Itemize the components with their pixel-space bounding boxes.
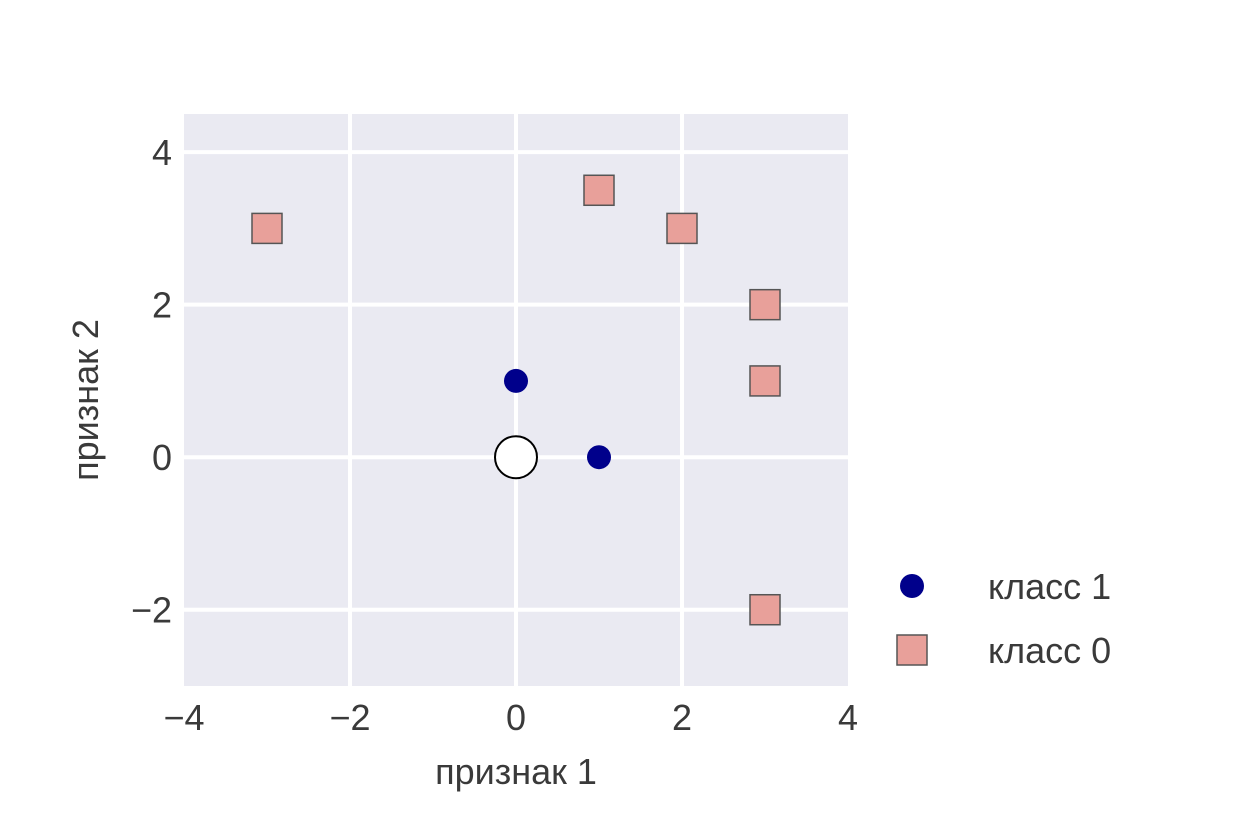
class0-point xyxy=(749,365,781,397)
legend: класс 1 класс 0 xyxy=(896,566,1111,671)
legend-label: класс 0 xyxy=(988,630,1111,671)
x-axis-label: признак 1 xyxy=(435,751,597,792)
x-tick-label: −2 xyxy=(329,697,370,738)
class1-point xyxy=(587,445,611,470)
x-tick-label: −4 xyxy=(163,697,204,738)
class0-point xyxy=(666,212,698,245)
query-point xyxy=(494,435,538,480)
class0-point xyxy=(583,174,615,207)
y-tick-label: −2 xyxy=(131,590,172,631)
grid xyxy=(184,114,848,686)
class0-point xyxy=(251,212,283,245)
x-tick-labels: −4 −2 0 2 4 xyxy=(163,697,858,738)
y-tick-labels: −2 0 2 4 xyxy=(131,132,172,631)
x-tick-label: 4 xyxy=(838,697,858,738)
class0-point xyxy=(749,593,781,626)
data-points xyxy=(251,174,781,626)
legend-marker-class0 xyxy=(896,634,928,666)
legend-label: класс 1 xyxy=(988,566,1111,607)
y-tick-label: 2 xyxy=(152,285,172,326)
legend-marker-class1 xyxy=(900,574,924,598)
y-axis-label: признак 2 xyxy=(65,319,106,481)
class0-point xyxy=(749,288,781,321)
class1-point xyxy=(504,368,528,393)
x-tick-label: 2 xyxy=(672,697,692,738)
y-tick-label: 0 xyxy=(152,437,172,478)
y-tick-label: 4 xyxy=(152,132,172,173)
x-tick-label: 0 xyxy=(506,697,526,738)
